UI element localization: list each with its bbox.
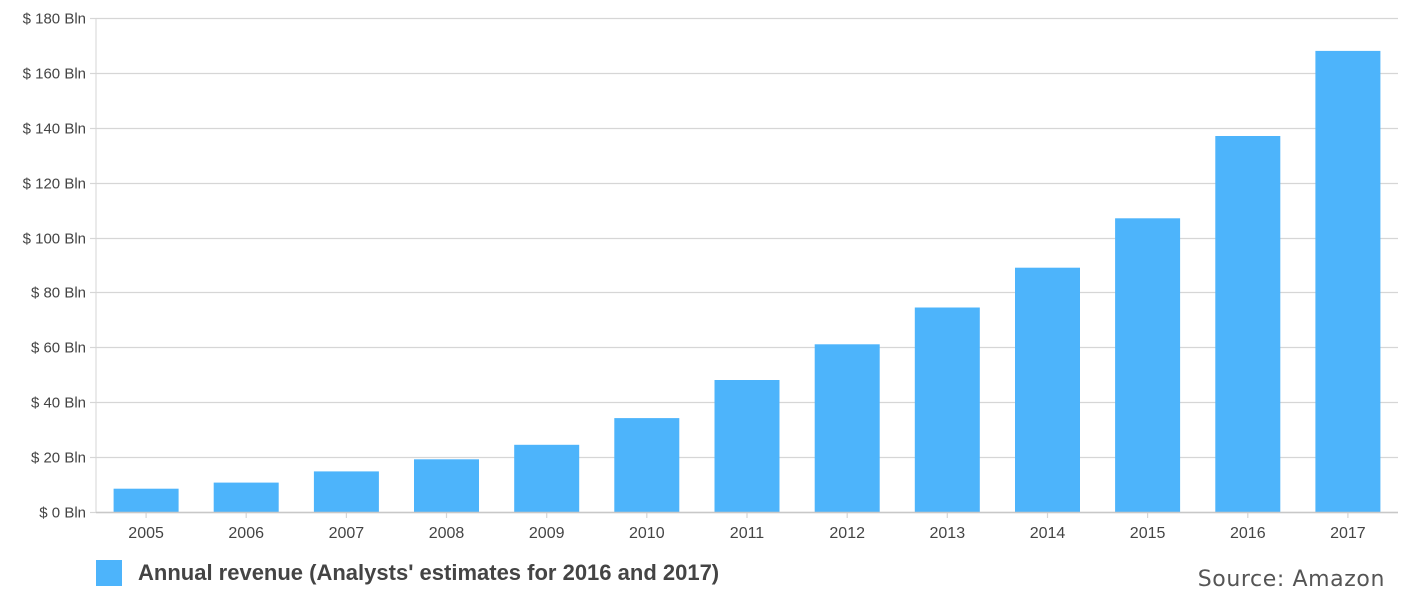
y-tick-label-40: $ 40 Bln xyxy=(31,395,86,412)
legend: Annual revenue (Analysts' estimates for … xyxy=(96,560,719,586)
bar-2017 xyxy=(1315,50,1381,513)
x-tick-label-2006: 2006 xyxy=(228,525,264,542)
bar-2015 xyxy=(1115,218,1181,513)
x-tick-label-2013: 2013 xyxy=(930,525,966,542)
bar-2005 xyxy=(113,488,179,512)
bar-2007 xyxy=(313,471,379,512)
x-tick-label-2017: 2017 xyxy=(1330,525,1366,542)
x-axis-ticks: 2005 2006 2007 2008 2009 2010 2011 2012 2013 2014… xyxy=(96,511,1398,542)
y-tick-label-120: $ 120 Bln xyxy=(23,176,86,193)
y-tick-label-160: $ 160 Bln xyxy=(23,66,86,83)
y-tick-label-0: $ 0 Bln xyxy=(39,505,86,522)
y-tick-label-20: $ 20 Bln xyxy=(31,450,86,467)
bar-2011 xyxy=(714,380,780,512)
x-tick-label-2011: 2011 xyxy=(730,525,765,542)
bar-2014 xyxy=(1015,267,1080,512)
bar-2013 xyxy=(914,307,980,512)
bar-2010 xyxy=(614,418,680,512)
legend-label: Annual revenue (Analysts' estimates for … xyxy=(138,560,720,585)
x-tick-label-2015: 2015 xyxy=(1130,525,1166,542)
x-tick-label-2012: 2012 xyxy=(829,525,865,542)
bar-2008 xyxy=(414,459,479,512)
y-tick-label-140: $ 140 Bln xyxy=(23,121,86,138)
x-tick-label-2007: 2007 xyxy=(329,525,365,542)
x-tick-label-2008: 2008 xyxy=(429,525,465,542)
x-tick-label-2009: 2009 xyxy=(529,525,565,542)
x-tick-label-2010: 2010 xyxy=(629,525,665,542)
y-axis-ticks: $ 0 Bln $ 20 Bln $ 40 Bln $ 60 Bln $ 80 Bln $… xyxy=(23,11,86,522)
x-tick-label-2016: 2016 xyxy=(1230,525,1266,542)
bar-2012 xyxy=(814,344,880,512)
y-tick-label-80: $ 80 Bln xyxy=(31,285,86,302)
bar-chart: $ 0 Bln $ 20 Bln $ 40 Bln $ 60 Bln $ 80 Bln $… xyxy=(23,11,1398,542)
x-tick-label-2014: 2014 xyxy=(1030,525,1066,542)
y-tick-label-100: $ 100 Bln xyxy=(23,231,86,248)
y-tick-label-60: $ 60 Bln xyxy=(31,340,86,357)
x-tick-label-2005: 2005 xyxy=(128,525,164,542)
bars xyxy=(113,50,1381,513)
y-tick-label-180: $ 180 Bln xyxy=(23,11,86,28)
source-note: Source: Amazon xyxy=(1197,567,1385,592)
bar-2009 xyxy=(514,444,580,512)
legend-swatch xyxy=(96,560,122,586)
bar-2006 xyxy=(213,482,279,512)
bar-2016 xyxy=(1215,136,1281,512)
